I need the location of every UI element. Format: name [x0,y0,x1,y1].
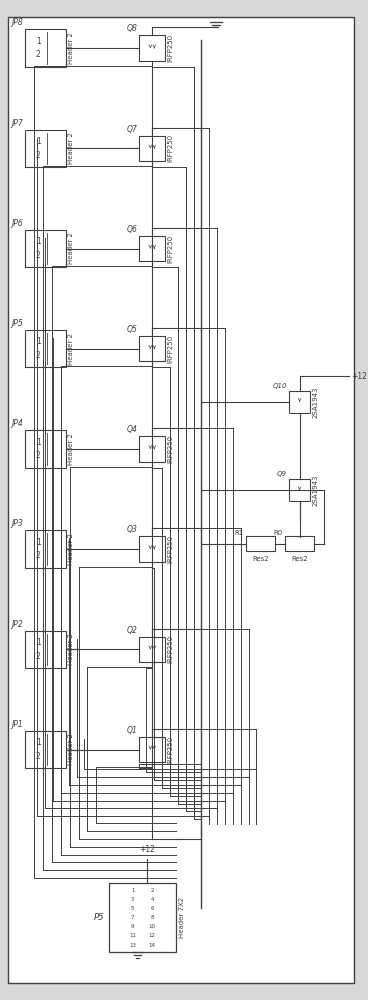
Text: 1: 1 [36,137,41,146]
Text: Header 2: Header 2 [68,734,74,765]
Bar [139,236,165,261]
Text: 13: 13 [129,943,136,948]
Text: Res2: Res2 [252,556,269,562]
Text: 2SA1943: 2SA1943 [312,386,318,418]
Bar [139,336,165,361]
Text: Header 2: Header 2 [68,233,74,264]
Text: IRFP250: IRFP250 [167,535,173,563]
Text: R0: R0 [274,530,283,536]
Text: P5: P5 [94,913,104,922]
Bar [25,530,66,568]
Text: JP6: JP6 [11,219,22,228]
Text: +12: +12 [351,372,367,381]
Text: JP8: JP8 [11,18,22,27]
Bar [139,737,165,762]
Text: 2: 2 [151,888,154,893]
Text: Q5: Q5 [127,325,138,334]
Text: Header 2: Header 2 [68,533,74,565]
Text: 2: 2 [36,551,41,560]
Bar [25,130,66,167]
Text: 12: 12 [149,933,156,938]
Text: 2SA1943: 2SA1943 [312,474,318,506]
Bar [285,536,314,551]
Text: 2: 2 [36,50,41,59]
Bar [289,391,311,413]
Text: 14: 14 [149,943,156,948]
Text: 1: 1 [36,738,41,747]
Text: Res2: Res2 [291,556,308,562]
Text: 1: 1 [36,337,41,346]
Text: 2: 2 [36,752,41,761]
Text: IRFP250: IRFP250 [167,134,173,162]
Text: 1: 1 [36,538,41,547]
Text: Q10: Q10 [272,383,287,389]
Bar [25,430,66,468]
Bar [139,536,165,562]
Text: Q2: Q2 [127,626,138,635]
Text: 2: 2 [36,451,41,460]
Text: 9: 9 [131,924,134,929]
Text: Header 2: Header 2 [68,433,74,465]
Bar [139,637,165,662]
Bar [25,330,66,367]
Text: 2: 2 [36,652,41,661]
Text: Header 2: Header 2 [68,633,74,665]
Bar [139,35,165,61]
Text: 10: 10 [149,924,156,929]
Text: Header 2: Header 2 [68,32,74,64]
Text: IRFP250: IRFP250 [167,234,173,263]
Text: JP4: JP4 [11,419,22,428]
Text: IRFP250: IRFP250 [167,435,173,463]
Text: Q9: Q9 [277,471,287,477]
Text: 2: 2 [36,351,41,360]
Text: Q7: Q7 [127,125,138,134]
Text: IRFP250: IRFP250 [167,735,173,764]
Bar [25,631,66,668]
Bar [25,230,66,267]
Text: Q1: Q1 [127,726,138,735]
Text: JP5: JP5 [11,319,22,328]
Text: 7: 7 [131,915,134,920]
Text: 1: 1 [131,888,134,893]
Text: 11: 11 [129,933,136,938]
Text: Header 2: Header 2 [68,333,74,365]
Text: 1: 1 [36,638,41,647]
Text: 1: 1 [36,237,41,246]
Text: 6: 6 [151,906,154,911]
Text: 5: 5 [131,906,134,911]
Text: Q4: Q4 [127,425,138,434]
Text: Q8: Q8 [127,24,138,33]
Bar [109,883,176,952]
Bar [25,29,66,67]
Text: 2: 2 [36,151,41,160]
Text: JP1: JP1 [11,720,22,729]
Bar [25,731,66,768]
Text: 2: 2 [36,251,41,260]
Text: Header 2: Header 2 [68,132,74,164]
Text: 3: 3 [131,897,134,902]
Text: R1: R1 [234,530,244,536]
Text: 1: 1 [36,438,41,447]
Text: IRFP250: IRFP250 [167,34,173,62]
Text: IRFP250: IRFP250 [167,635,173,663]
Text: +12: +12 [139,845,155,854]
Bar [245,536,275,551]
Text: Q3: Q3 [127,525,138,534]
Text: JP7: JP7 [11,119,22,128]
Text: 8: 8 [151,915,154,920]
Text: 1: 1 [36,37,41,46]
Bar [289,479,311,501]
Text: Header 7X2: Header 7X2 [179,897,185,938]
Bar [139,436,165,462]
Text: JP3: JP3 [11,519,22,528]
Text: JP2: JP2 [11,620,22,629]
Bar [139,136,165,161]
Text: 4: 4 [151,897,154,902]
Text: Q6: Q6 [127,225,138,234]
Text: IRFP250: IRFP250 [167,335,173,363]
